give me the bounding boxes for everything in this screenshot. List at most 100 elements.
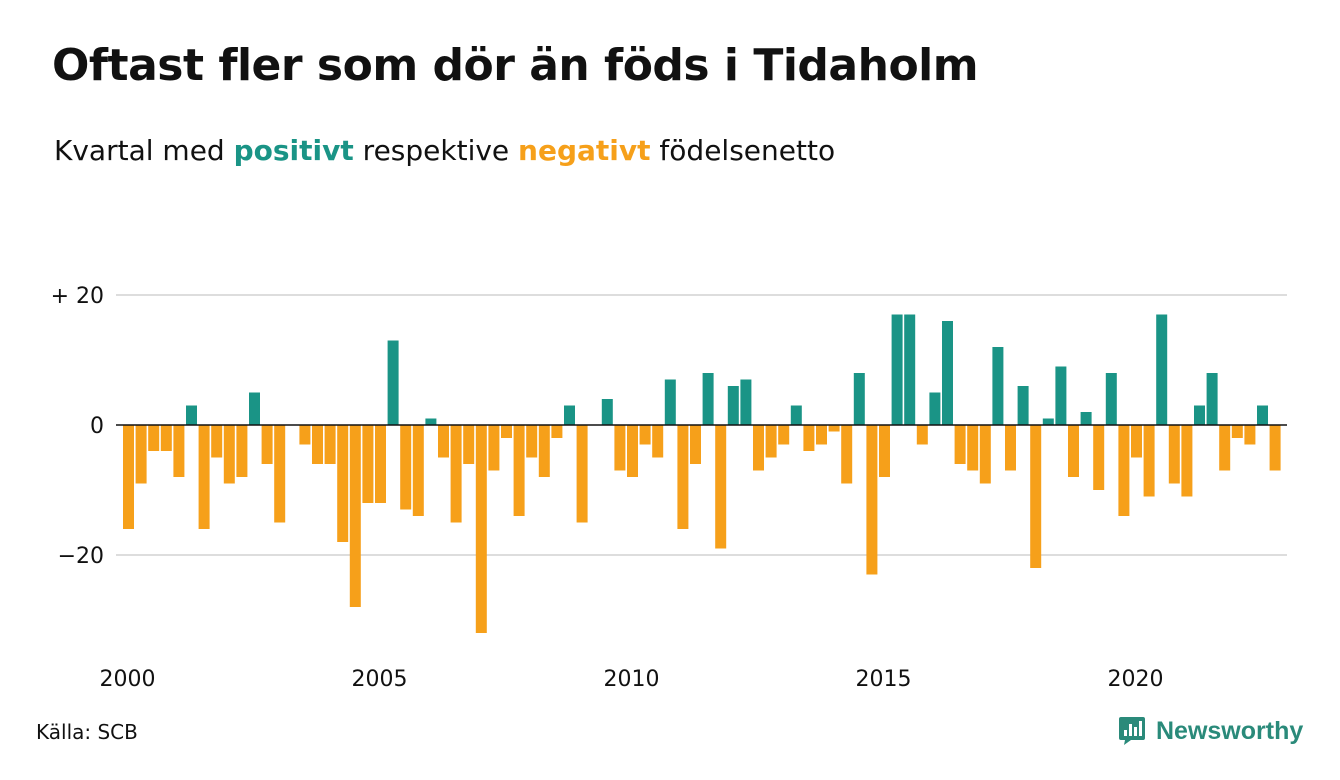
bar-negative [816,425,827,445]
bar-positive [1055,366,1067,425]
bar-negative [526,425,538,458]
subtitle-middle: respektive [353,134,519,167]
bar-positive [942,321,953,425]
bar-negative [967,425,979,471]
bar-negative [463,425,475,464]
bar-negative [677,425,689,529]
bar-positive [1206,373,1218,425]
bar-positive [186,405,197,425]
bar-positive [992,347,1004,425]
bar-negative [337,425,349,542]
bar-negative [261,425,273,464]
bar-positive [904,314,916,425]
bar-positive [740,379,752,425]
bar-negative [223,425,235,484]
bar-negative [639,425,651,445]
bar-negative [652,425,664,458]
bar-positive [425,418,437,425]
bar-positive [1156,314,1168,425]
bar-positive [929,392,941,425]
bar-negative [576,425,588,523]
bar-negative [501,425,512,438]
bar-positive [249,392,260,425]
subtitle-positive-word: positivt [233,134,354,167]
bar-negative [299,425,311,445]
bar-positive [564,405,575,425]
bar-negative [1005,425,1016,471]
bar-negative [1231,425,1243,438]
y-tick-label: 0 [90,414,104,439]
bar-negative [135,425,147,484]
bar-negative [879,425,890,477]
bar-positive [727,386,739,425]
bar-negative [513,425,525,516]
chart-subtitle: Kvartal med positivt respektive negativt… [54,134,835,167]
bar-negative [475,425,487,633]
bar-negative [488,425,500,471]
bar-negative [123,425,134,529]
bar-positive [664,379,676,425]
bar-negative [1068,425,1079,477]
bar-negative [1219,425,1231,471]
bar-positive [1042,418,1054,425]
subtitle-suffix: födelsenetto [650,134,836,167]
bar-positive [387,340,399,425]
y-tick-label: −20 [58,544,104,569]
x-tick-label: 2020 [1108,667,1164,692]
bar-negative [551,425,563,438]
subtitle-negative-word: negativt [518,134,651,167]
x-tick-label: 2000 [100,667,156,692]
bar-negative [765,425,777,458]
brand-logo: Newsworthy [1118,714,1303,748]
bar-negative [324,425,336,464]
bar-negative [450,425,462,523]
bar-positive [891,314,903,425]
bar-negative [690,425,701,464]
x-tick-label: 2015 [856,667,912,692]
bar-negative [778,425,790,445]
bar-negative [412,425,424,516]
bar-negative [274,425,286,523]
bar-negative [828,425,840,432]
bar-negative [866,425,878,575]
bar-positive [1105,373,1117,425]
bar-negative [979,425,991,484]
bar-negative [1093,425,1105,490]
bar-positive [1017,386,1029,425]
bar-positive [853,373,865,425]
bar-positive [1194,405,1205,425]
bar-positive [1080,412,1092,425]
chart-title: Oftast fler som dör än föds i Tidaholm [52,40,979,91]
bar-negative [236,425,248,477]
bar-negative [841,425,853,484]
bar-positive [601,399,613,425]
y-tick-label: + 20 [51,284,104,309]
brand-name: Newsworthy [1156,716,1304,745]
x-tick-label: 2005 [352,667,408,692]
bar-negative [211,425,223,458]
bar-negative [1131,425,1142,458]
bar-negative [349,425,361,607]
subtitle-prefix: Kvartal med [54,134,234,167]
bar-negative [362,425,374,503]
bar-negative [400,425,412,510]
bar-negative [627,425,638,477]
bar-positive [1257,405,1268,425]
bar-negative [614,425,626,471]
x-tick-label: 2010 [604,667,660,692]
bar-negative [148,425,160,451]
bar-negative [438,425,449,458]
source-note: Källa: SCB [36,720,138,744]
newsworthy-logo-icon [1119,717,1145,745]
bar-negative [715,425,727,549]
bar-positive [702,373,714,425]
bar-negative [198,425,210,529]
bar-negative [538,425,550,477]
bar-negative [1030,425,1042,568]
bar-negative [312,425,323,464]
bar-negative [1118,425,1130,516]
bar-negative [954,425,966,464]
bar-negative [160,425,172,451]
bar-negative [1269,425,1281,471]
